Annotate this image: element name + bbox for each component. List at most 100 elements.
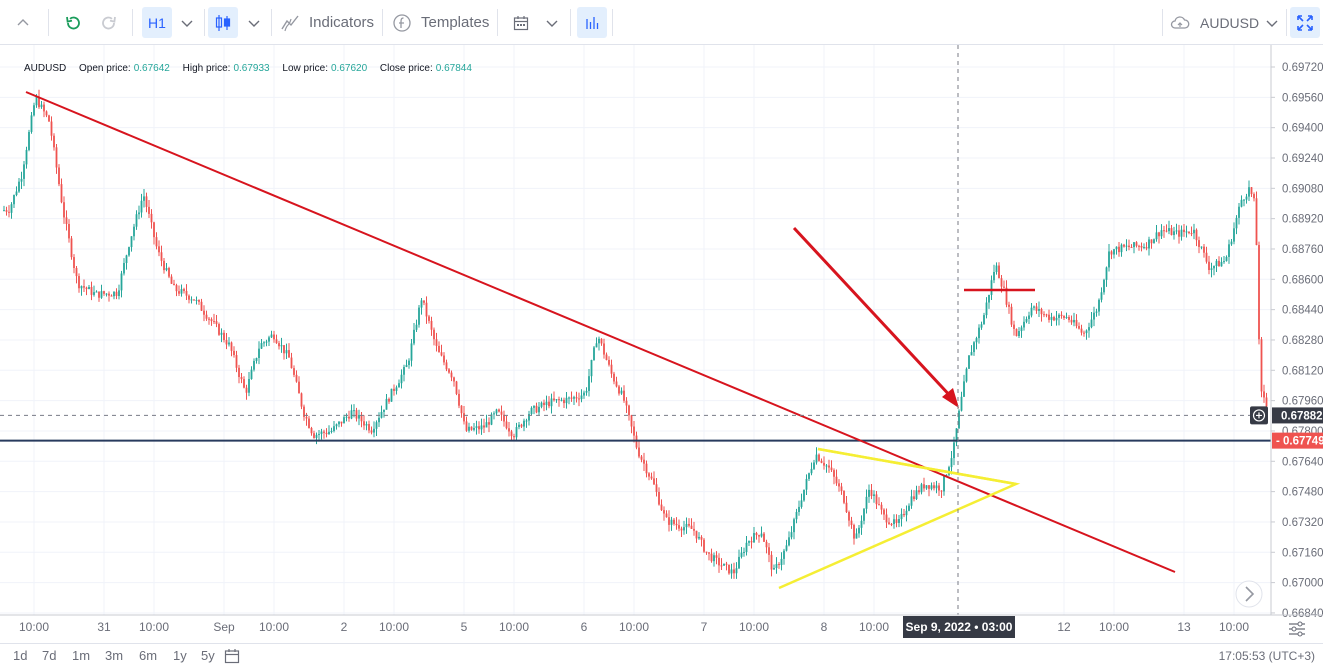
candle-body — [233, 350, 235, 356]
candle-body — [628, 405, 630, 416]
candle-body — [93, 292, 95, 295]
candle-body — [953, 442, 955, 459]
candle-body — [558, 399, 560, 401]
candle-body — [970, 352, 973, 356]
candle-body — [290, 357, 293, 369]
legend-high-label: High price: — [182, 63, 231, 74]
chevron-down-icon[interactable] — [176, 7, 198, 38]
range-6m[interactable]: 6m — [139, 648, 158, 663]
candle-body — [613, 373, 615, 382]
candle-body — [578, 398, 580, 400]
candle-body — [958, 410, 960, 429]
templates-button[interactable]: Templates — [392, 7, 489, 38]
range-1y[interactable]: 1y — [173, 648, 187, 663]
candle-body — [1135, 242, 1138, 246]
chevron-down-icon[interactable] — [541, 7, 563, 38]
candle-body — [15, 191, 18, 196]
candle-body — [543, 402, 545, 406]
candle-body — [673, 519, 675, 524]
trend-line[interactable] — [25, 91, 1176, 573]
range-1d[interactable]: 1d — [13, 648, 28, 663]
candle-body — [1020, 327, 1023, 332]
candle-body — [985, 302, 988, 316]
indicators-button[interactable]: Indicators — [280, 7, 374, 38]
candle-body — [195, 299, 198, 301]
triangle-upper-edge[interactable] — [817, 447, 1017, 486]
candle-body — [1095, 311, 1098, 313]
interval-button[interactable]: H1 — [142, 7, 172, 38]
candle-body — [483, 425, 485, 428]
candle-body — [130, 236, 133, 248]
fullscreen-icon[interactable] — [1290, 7, 1320, 38]
candles-icon[interactable] — [208, 7, 238, 38]
chevron-down-icon[interactable] — [243, 7, 265, 38]
chevron-right-icon — [1245, 586, 1255, 602]
calendar-icon[interactable] — [508, 7, 534, 38]
crosshair-time-label: Sep 9, 2022 • 03:00 — [906, 620, 1013, 634]
candle-body — [743, 551, 745, 553]
price-tick-label: 0.68120 — [1282, 365, 1323, 377]
redo-icon[interactable] — [94, 7, 124, 38]
candle-body — [683, 527, 685, 531]
range-3m[interactable]: 3m — [105, 648, 124, 663]
candle-body — [1090, 319, 1093, 328]
candle-body — [638, 447, 640, 457]
arrow-line[interactable] — [792, 226, 956, 402]
candle-body — [655, 484, 658, 492]
candle-body — [855, 533, 858, 539]
candle-body — [995, 265, 998, 272]
candle-body — [513, 436, 515, 438]
bottom-bar: 1d 7d 1m 3m 6m 1y 5y 17:05:53 (UTC+3) — [0, 643, 1323, 667]
candle-body — [820, 460, 823, 463]
candle-body — [1118, 246, 1120, 253]
scroll-right-button[interactable] — [1235, 580, 1263, 608]
candle-body — [1170, 228, 1173, 236]
undo-icon[interactable] — [58, 7, 88, 38]
candle-body — [500, 411, 503, 415]
candle-body — [1053, 317, 1055, 321]
candle-body — [480, 425, 483, 430]
candle-body — [798, 506, 800, 512]
candle-body — [918, 490, 920, 493]
candle-body — [33, 105, 35, 116]
plus-icon[interactable] — [1250, 406, 1268, 425]
candle-body — [503, 414, 505, 422]
candle-body — [715, 555, 718, 558]
candle-body — [738, 556, 740, 569]
triangle-pattern[interactable] — [778, 447, 1021, 590]
price-chart[interactable]: 0.69720 0.69560 0.69400 0.69240 0.69080 0.689… — [0, 45, 1323, 639]
settings-icon[interactable] — [1289, 621, 1305, 637]
candle-body — [280, 345, 283, 347]
candle-body — [1238, 206, 1240, 218]
candle-body — [1233, 228, 1235, 242]
candle-body — [1125, 245, 1128, 247]
candle-body — [370, 430, 373, 433]
candle-body — [1035, 306, 1038, 311]
candle-body — [1115, 246, 1118, 250]
candle-body — [365, 424, 368, 426]
candle-body — [1185, 231, 1188, 233]
symbol-button[interactable]: AUDUSD — [1170, 7, 1259, 38]
range-7d[interactable]: 7d — [42, 648, 57, 663]
chevron-up-icon[interactable] — [8, 7, 38, 38]
candle-body — [300, 393, 303, 407]
candle-body — [1063, 316, 1065, 318]
candle-body — [538, 406, 540, 413]
candle-body — [748, 541, 750, 543]
range-5y[interactable]: 5y — [201, 648, 215, 663]
candle-body — [390, 388, 393, 402]
candle-body — [698, 536, 700, 539]
calendar-icon[interactable] — [224, 648, 240, 669]
candle-body — [640, 456, 643, 460]
candle-body — [1083, 332, 1085, 334]
bars-icon[interactable] — [577, 7, 607, 38]
chevron-down-icon[interactable] — [1262, 7, 1282, 38]
candle-body — [35, 96, 38, 106]
candle-body — [633, 426, 635, 436]
candle-body — [268, 337, 270, 342]
price-tick-label: 0.67640 — [1282, 456, 1323, 468]
candle-body — [785, 545, 788, 551]
range-1m[interactable]: 1m — [72, 648, 91, 663]
candle-body — [515, 427, 518, 438]
candle-body — [295, 374, 298, 382]
